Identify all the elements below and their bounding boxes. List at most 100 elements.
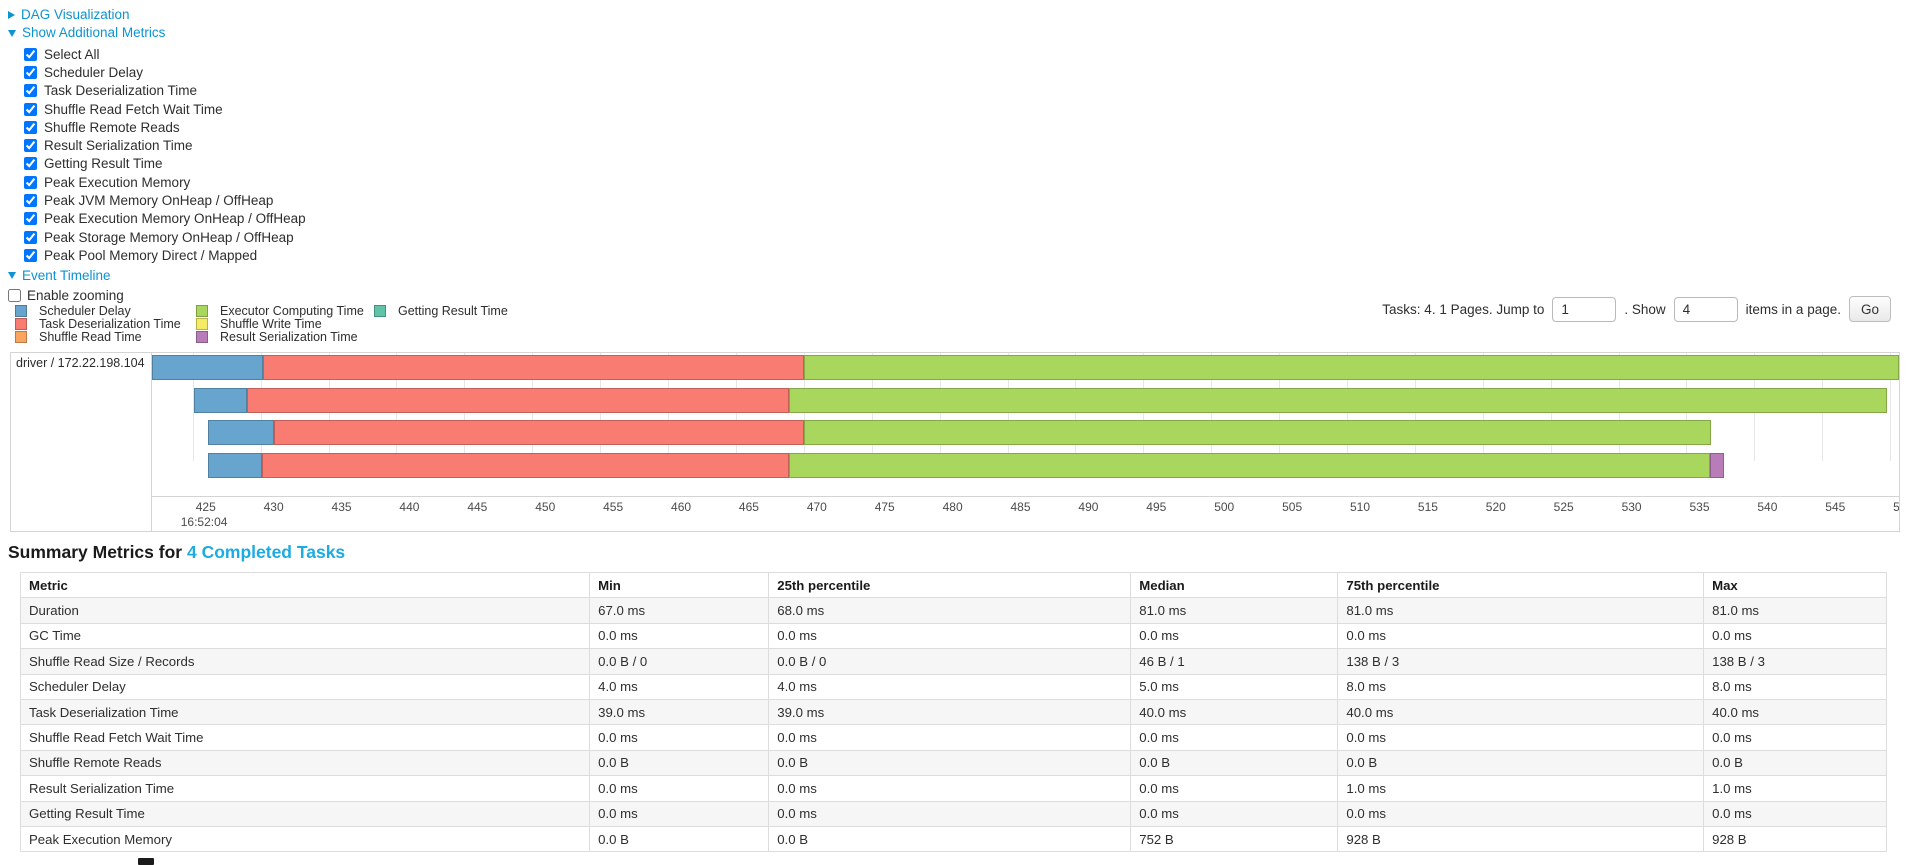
go-button[interactable]: Go: [1848, 296, 1891, 322]
checkbox-result-serialization-time[interactable]: [24, 139, 37, 153]
show-additional-metrics-link[interactable]: Show Additional Metrics: [22, 25, 166, 40]
checkbox-peak-jvm-memory-onheap-offheap[interactable]: [24, 194, 37, 208]
axis-tick-label: 465: [738, 500, 759, 514]
metric-checkbox-row[interactable]: Peak Storage Memory OnHeap / OffHeap: [8, 228, 306, 246]
metric-name-cell: Getting Result Time: [19, 800, 591, 827]
task-1-executor-computing-bar[interactable]: [803, 355, 1899, 380]
metric-value-cell: 1.0 ms: [1703, 775, 1887, 802]
metric-checkbox-label: Peak JVM Memory OnHeap / OffHeap: [44, 193, 274, 209]
axis-tick-label: 475: [874, 500, 895, 514]
task-3-scheduler-delay-bar[interactable]: [207, 420, 275, 445]
metric-checkbox-row[interactable]: Getting Result Time: [8, 155, 306, 173]
metric-value-cell: 39.0 ms: [768, 698, 1132, 726]
axis-tick-label: 445: [467, 500, 488, 514]
metric-value-cell: 40.0 ms: [1130, 698, 1339, 726]
legend-label: Getting Result Time: [398, 304, 508, 319]
metric-value-cell: 0.0 ms: [589, 724, 770, 751]
metric-checkbox-row[interactable]: Select All: [8, 45, 306, 63]
checkbox-shuffle-read-fetch-wait-time[interactable]: [24, 102, 37, 116]
task-3-executor-computing-bar[interactable]: [803, 420, 1711, 445]
toggle-additional-metrics[interactable]: Show Additional Metrics: [8, 24, 306, 42]
metric-checkbox-row[interactable]: Shuffle Read Fetch Wait Time: [8, 100, 306, 118]
shuffle-write-time-swatch-icon: [196, 318, 208, 331]
task-2-scheduler-delay-bar[interactable]: [194, 387, 248, 413]
legend-label: Shuffle Write Time: [220, 317, 322, 332]
table-row: Result Serialization Time 0.0 ms 0.0 ms 0.0…: [19, 775, 1887, 802]
expanded-arrow-icon: [8, 272, 16, 280]
checkbox-peak-execution-memory[interactable]: [24, 175, 37, 189]
metric-value-cell: 0.0 ms: [1130, 724, 1339, 751]
metric-value-cell: 928 B: [1337, 825, 1705, 853]
additional-metrics-list: Select All Scheduler Delay Task Deserializ…: [8, 45, 306, 265]
metric-checkbox-row[interactable]: Peak JVM Memory OnHeap / OffHeap: [8, 191, 306, 209]
axis-tick-label: 525: [1553, 500, 1574, 514]
metric-value-cell: 0.0 ms: [768, 800, 1132, 827]
metric-checkbox-row[interactable]: Peak Execution Memory OnHeap / OffHeap: [8, 210, 306, 228]
column-header-median: Median: [1130, 571, 1339, 599]
task-deserialization-time-swatch-icon: [15, 318, 27, 331]
metric-value-cell: 4.0 ms: [768, 673, 1132, 700]
checkbox-shuffle-remote-reads[interactable]: [24, 120, 37, 134]
metric-name-cell: Peak Execution Memory: [19, 825, 591, 853]
metric-checkbox-label: Result Serialization Time: [44, 138, 193, 154]
task-2-task-deserialization-bar[interactable]: [247, 387, 789, 413]
metric-checkbox-row[interactable]: Shuffle Remote Reads: [8, 118, 306, 136]
checkbox-getting-result-time[interactable]: [24, 157, 37, 171]
clipped-next-section-fragment: [138, 858, 154, 865]
metric-checkbox-label: Shuffle Read Fetch Wait Time: [44, 101, 223, 117]
table-row: Shuffle Read Size / Records 0.0 B / 0 0.0 …: [19, 648, 1887, 675]
enable-zooming-row[interactable]: Enable zooming: [8, 287, 306, 305]
event-timeline-link[interactable]: Event Timeline: [22, 267, 111, 283]
metric-value-cell: 0.0 ms: [1703, 800, 1887, 827]
metric-checkbox-row[interactable]: Peak Execution Memory: [8, 173, 306, 191]
dag-visualization-link[interactable]: DAG Visualization: [21, 7, 130, 22]
table-row: Task Deserialization Time 39.0 ms 39.0 ms 4…: [19, 698, 1887, 726]
task-2-executor-computing-bar[interactable]: [788, 387, 1888, 413]
timeline-bars: [152, 353, 1899, 496]
task-pagination: Tasks: 4. 1 Pages. Jump to . Show items …: [1382, 296, 1891, 322]
completed-tasks-link[interactable]: 4 Completed Tasks: [186, 542, 346, 562]
metric-checkbox-label: Task Deserialization Time: [44, 83, 198, 99]
task-4-executor-computing-bar[interactable]: [788, 452, 1710, 478]
metric-value-cell: 138 B / 3: [1703, 648, 1887, 675]
checkbox-peak-pool-memory-direct-mapped[interactable]: [24, 248, 37, 262]
checkbox-scheduler-delay[interactable]: [24, 65, 37, 79]
table-row: Shuffle Remote Reads 0.0 B 0.0 B 0.0 B 0.0 B…: [19, 749, 1887, 777]
task-1-scheduler-delay-bar[interactable]: [152, 355, 264, 380]
checkbox-peak-storage-memory-onheap-offheap[interactable]: [24, 230, 37, 244]
metric-checkbox-label: Scheduler Delay: [44, 64, 144, 80]
metric-checkbox-row[interactable]: Task Deserialization Time: [8, 82, 306, 100]
task-4-task-deserialization-bar[interactable]: [261, 452, 789, 478]
checkbox-select-all[interactable]: [24, 47, 37, 61]
table-row: Scheduler Delay 4.0 ms 4.0 ms 5.0 ms 8.0 ms 8…: [19, 673, 1887, 700]
toggle-event-timeline[interactable]: Event Timeline: [8, 267, 306, 285]
items-per-page-input[interactable]: [1673, 296, 1738, 322]
column-header-min: Min: [589, 571, 770, 599]
metric-value-cell: 39.0 ms: [589, 698, 770, 726]
task-1-task-deserialization-bar[interactable]: [263, 355, 804, 380]
toggle-dag-visualization[interactable]: DAG Visualization: [8, 6, 306, 24]
legend-item-shuffle-read-time: Shuffle Read Time: [15, 330, 196, 345]
column-header-max: Max: [1703, 571, 1887, 599]
axis-tick-label: 435: [331, 500, 352, 514]
metric-value-cell: 0.0 ms: [1130, 622, 1339, 650]
jump-to-page-input[interactable]: [1552, 296, 1617, 322]
metric-checkbox-row[interactable]: Result Serialization Time: [8, 136, 306, 154]
metric-name-cell: GC Time: [19, 622, 591, 650]
metric-value-cell: 0.0 ms: [1130, 800, 1339, 827]
executor-computing-time-swatch-icon: [196, 305, 208, 318]
metric-checkbox-row[interactable]: Peak Pool Memory Direct / Mapped: [8, 246, 306, 264]
task-3-task-deserialization-bar[interactable]: [274, 420, 804, 445]
metric-value-cell: 0.0 B / 0: [589, 648, 770, 675]
metric-checkbox-row[interactable]: Scheduler Delay: [8, 63, 306, 81]
task-4-result-serialization-bar[interactable]: [1709, 452, 1725, 478]
axis-tick-label: 495: [1146, 500, 1167, 514]
enable-zooming-checkbox[interactable]: [8, 289, 21, 303]
summary-metrics-table: Metric Min 25th percentile Median 75th perce…: [19, 571, 1887, 853]
checkbox-peak-execution-memory-onheap-offheap[interactable]: [24, 212, 37, 226]
task-4-scheduler-delay-bar[interactable]: [207, 452, 262, 478]
legend-column: Executor Computing Time Shuffle Write Tim…: [196, 304, 374, 344]
checkbox-task-deserialization-time[interactable]: [24, 84, 37, 98]
legend-label: Shuffle Read Time: [39, 330, 142, 345]
timeline-axis-labels: 425 16:52:04 430 435 440 445 450 455 460 465 470 47…: [152, 497, 1899, 531]
